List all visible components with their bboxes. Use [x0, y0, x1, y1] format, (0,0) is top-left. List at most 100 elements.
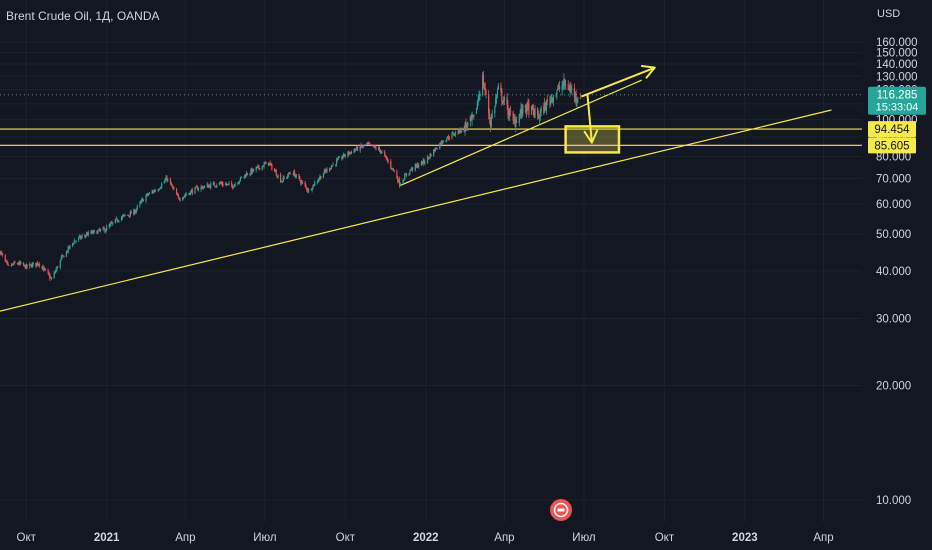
price-tick-label: 40.000	[876, 266, 911, 278]
candle-body	[30, 264, 33, 268]
candle-body	[23, 264, 26, 266]
candle-body	[271, 164, 273, 170]
level-price-tag[interactable]	[868, 137, 916, 154]
candle-body	[387, 160, 389, 162]
price-axis[interactable]: 10.000 20.000 30.000 40.000 50.000 60.000 70.0…	[868, 37, 926, 507]
candle-body	[35, 262, 37, 266]
arrow-shaft[interactable]	[586, 95, 593, 143]
level-price-text: 85.605	[874, 140, 909, 152]
time-tick-label: Окт	[336, 532, 356, 544]
candle-body	[14, 261, 16, 263]
candle-body	[196, 187, 199, 191]
candle-body	[354, 149, 356, 151]
candle-body	[292, 174, 294, 175]
candle-body	[26, 264, 28, 267]
candle-body	[163, 181, 165, 184]
candle-body	[245, 173, 248, 177]
candle-body	[155, 190, 157, 192]
candle-body	[71, 243, 74, 246]
candle-body	[466, 125, 468, 128]
arrow-head[interactable]	[583, 129, 599, 144]
currency-label[interactable]: USD	[877, 8, 901, 20]
candle-body	[69, 245, 71, 248]
candle-body	[385, 156, 388, 159]
candle-body	[349, 151, 352, 153]
candle-body	[62, 255, 64, 256]
candle-body	[485, 93, 487, 94]
candle-body	[409, 169, 411, 173]
candle-body	[484, 87, 486, 93]
candle-body	[558, 85, 560, 87]
candle-body	[80, 236, 82, 239]
candle-body	[546, 99, 548, 102]
trend-line[interactable]	[399, 79, 642, 187]
candle-body	[558, 86, 561, 90]
time-axis[interactable]: Окт 2021 Апр Июл Окт 2022 Апр Июл Окт 2023 Апр	[17, 532, 834, 544]
arrow-shaft[interactable]	[581, 66, 656, 98]
candle-body	[61, 255, 63, 259]
candle-body	[158, 189, 160, 191]
bar-countdown: 15:33:04	[876, 102, 919, 114]
time-tick-label: 2021	[94, 532, 120, 544]
candle-body	[92, 230, 95, 233]
candle-body	[551, 96, 553, 99]
candle-body	[287, 172, 290, 177]
candle-body	[287, 175, 289, 177]
candle-body	[84, 235, 86, 237]
candle-body	[355, 149, 357, 151]
candle-body	[130, 211, 132, 214]
arrow-head[interactable]	[640, 65, 656, 79]
candle-body	[501, 90, 503, 102]
candle-body	[365, 144, 367, 146]
candle-body	[506, 96, 508, 105]
candle-body	[178, 197, 180, 200]
drawings-front[interactable]	[564, 65, 656, 154]
candle-body	[577, 98, 579, 100]
candle-body	[171, 185, 173, 187]
candle-body	[522, 104, 524, 114]
candle-body	[305, 185, 307, 188]
candle-body	[464, 122, 466, 132]
candle-body	[244, 174, 246, 177]
candle-body	[433, 149, 436, 152]
candle-body	[488, 113, 491, 119]
candle-body	[85, 233, 88, 236]
candle-body	[490, 117, 492, 126]
candle-body	[50, 277, 52, 279]
candle-body	[491, 113, 493, 119]
candle-body	[5, 260, 7, 262]
candle-body	[435, 147, 437, 150]
candle-body	[18, 262, 20, 265]
candle-body	[228, 183, 230, 185]
candle-body	[182, 198, 184, 201]
record-badge[interactable]	[550, 499, 572, 521]
record-icon-ring	[553, 502, 569, 518]
candle-body	[366, 143, 368, 144]
price-tick-label: 150.000	[876, 48, 918, 60]
candle-body	[1, 252, 3, 254]
candle-body	[78, 235, 81, 237]
candle-body	[367, 143, 369, 145]
candle-body	[378, 147, 381, 151]
level-price-tag[interactable]	[868, 121, 916, 138]
candle-body	[391, 167, 394, 169]
candle-body	[12, 263, 14, 265]
candle-body	[335, 159, 338, 165]
candle-body	[294, 175, 297, 177]
candle-body	[515, 120, 517, 128]
candle-body	[261, 165, 263, 170]
drawings-back[interactable]	[0, 79, 862, 321]
candle-body	[239, 177, 242, 181]
time-tick-label: Июл	[253, 532, 276, 544]
candle-body	[328, 168, 331, 170]
candle-body	[147, 193, 149, 196]
candle-body	[53, 272, 55, 279]
last-price-tag[interactable]	[868, 86, 926, 115]
candle-body	[483, 84, 485, 89]
candle-body	[273, 169, 276, 171]
candle-body	[308, 189, 310, 192]
candle-body	[565, 84, 567, 86]
candle-body	[238, 180, 241, 183]
